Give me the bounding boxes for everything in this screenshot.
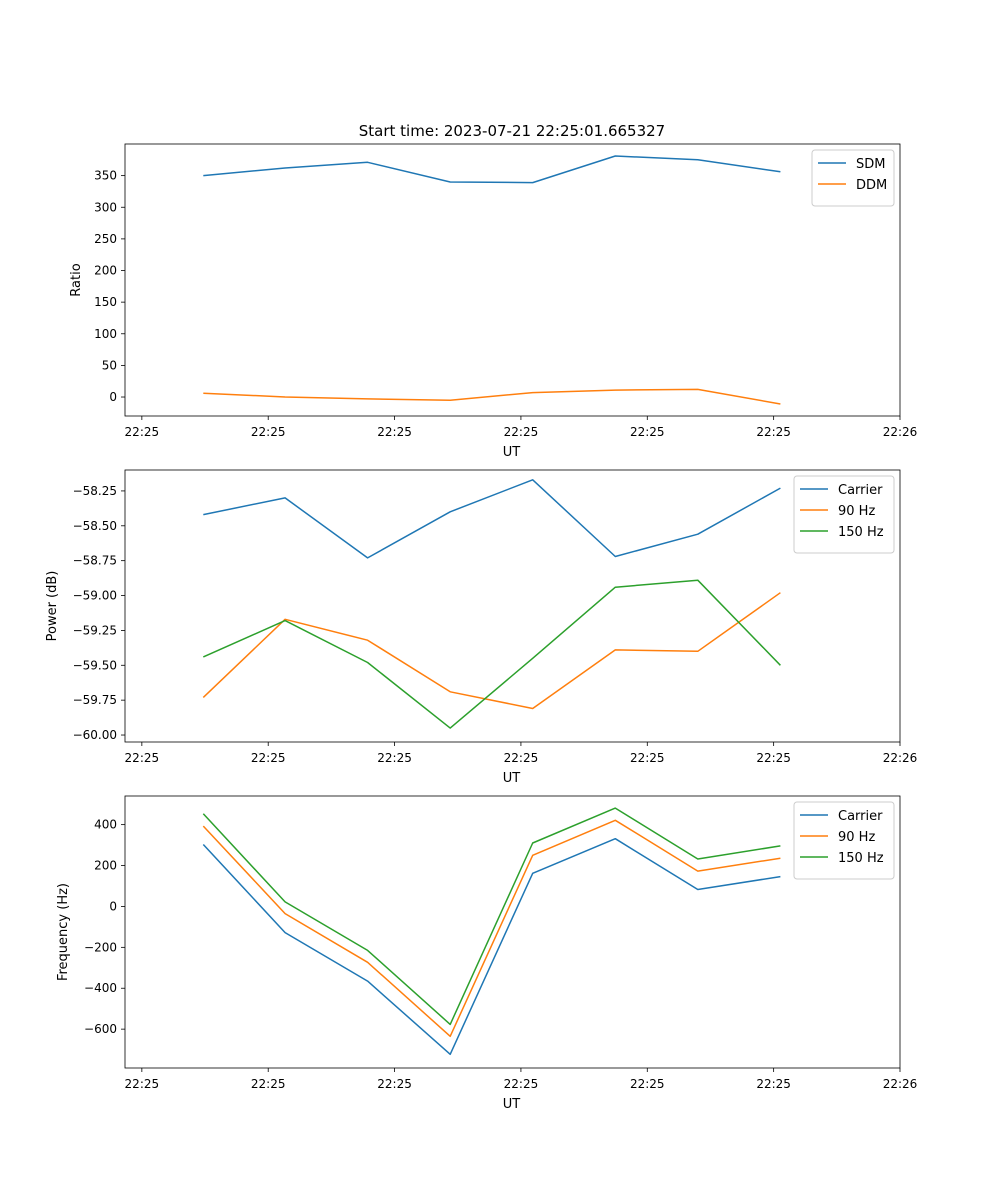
x-tick-label: 22:25 [377, 425, 412, 439]
legend-box [811, 149, 895, 207]
subplot-frequency: 22:25 22:25 22:25 22:25 22:25 22:25 22:26 −600 −… [56, 795, 918, 1112]
x-tick-label: 22:25 [251, 751, 286, 765]
axes-frame [124, 143, 901, 417]
x-tick-label: 22:25 [630, 425, 665, 439]
y-axis-label: Power (dB) [45, 571, 60, 642]
x-tick-label: 22:25 [630, 751, 665, 765]
y-tick-label: −59.50 [73, 658, 117, 672]
x-tick-label: 22:25 [125, 1077, 160, 1091]
y-axis-label: Frequency (Hz) [56, 883, 71, 981]
x-tick-label: 22:26 [883, 1077, 918, 1091]
series-line-sdm [203, 155, 781, 184]
legend: SDM DDM [811, 149, 895, 207]
legend-label: 150 Hz [838, 851, 884, 866]
x-tick-label: 22:26 [883, 425, 918, 439]
x-tick-label: 22:25 [377, 1077, 412, 1091]
y-tick-label: −59.75 [73, 693, 117, 707]
subplot-ratio: 22:25 22:25 22:25 22:25 22:25 22:25 22:26 0 50 10… [69, 143, 918, 460]
y-tick-label: 200 [94, 264, 117, 278]
series-line-150-hz [202, 807, 781, 1026]
legend-label: Carrier [838, 809, 883, 824]
y-tick-label: 0 [109, 390, 117, 404]
legend-label: 90 Hz [838, 504, 875, 519]
y-tick-label: −400 [84, 981, 117, 995]
legend: Carrier 90 Hz 150 Hz [793, 801, 895, 880]
x-tick-label: 22:25 [125, 425, 160, 439]
legend-label: SDM [856, 157, 885, 172]
x-tick-label: 22:25 [251, 1077, 286, 1091]
series-line-carrier [203, 479, 781, 559]
series-line-90-hz [202, 592, 781, 710]
legend-box [793, 801, 895, 880]
figure-title: Start time: 2023-07-21 22:25:01.665327 [359, 122, 665, 140]
y-tick-label: −58.75 [73, 554, 117, 568]
legend-box [793, 475, 895, 554]
x-tick-label: 22:25 [756, 751, 791, 765]
series-line-90-hz [202, 819, 781, 1038]
y-tick-label: 300 [94, 200, 117, 214]
x-axis-label: UT [503, 1097, 521, 1112]
y-tick-label: 0 [109, 899, 117, 913]
y-tick-label: −59.25 [73, 623, 117, 637]
y-tick-label: 100 [94, 327, 117, 341]
axes-frame [124, 795, 901, 1069]
legend-label: Carrier [838, 483, 883, 498]
y-tick-label: −58.50 [73, 519, 117, 533]
y-tick-label: −200 [84, 940, 117, 954]
y-tick-label: 250 [94, 232, 117, 246]
legend-label: DDM [856, 178, 887, 193]
x-tick-label: 22:25 [377, 751, 412, 765]
y-axis-label: Ratio [69, 263, 84, 296]
legend-label: 90 Hz [838, 830, 875, 845]
legend-label: 150 Hz [838, 525, 884, 540]
x-axis-label: UT [503, 771, 521, 786]
series-line-ddm [203, 388, 781, 405]
x-tick-label: 22:25 [504, 1077, 539, 1091]
y-tick-label: −600 [84, 1022, 117, 1036]
legend: Carrier 90 Hz 150 Hz [793, 475, 895, 554]
y-tick-label: 350 [94, 169, 117, 183]
x-tick-label: 22:25 [630, 1077, 665, 1091]
y-tick-label: 400 [94, 818, 117, 832]
y-tick-label: −59.00 [73, 589, 117, 603]
y-tick-label: −60.00 [73, 728, 117, 742]
y-tick-label: −58.25 [73, 484, 117, 498]
x-tick-label: 22:25 [756, 425, 791, 439]
x-tick-label: 22:25 [756, 1077, 791, 1091]
x-tick-label: 22:26 [883, 751, 918, 765]
y-tick-label: 50 [102, 358, 117, 372]
series-line-carrier [202, 837, 781, 1056]
x-tick-label: 22:25 [251, 425, 286, 439]
x-axis-label: UT [503, 445, 521, 460]
axes-frame [124, 469, 901, 743]
x-tick-label: 22:25 [125, 751, 160, 765]
x-tick-label: 22:25 [504, 425, 539, 439]
y-tick-label: 150 [94, 295, 117, 309]
x-tick-label: 22:25 [504, 751, 539, 765]
y-tick-label: 200 [94, 859, 117, 873]
series-line-150-hz [202, 579, 781, 729]
subplot-power: 22:25 22:25 22:25 22:25 22:25 22:25 22:26 −60.0… [45, 469, 918, 786]
